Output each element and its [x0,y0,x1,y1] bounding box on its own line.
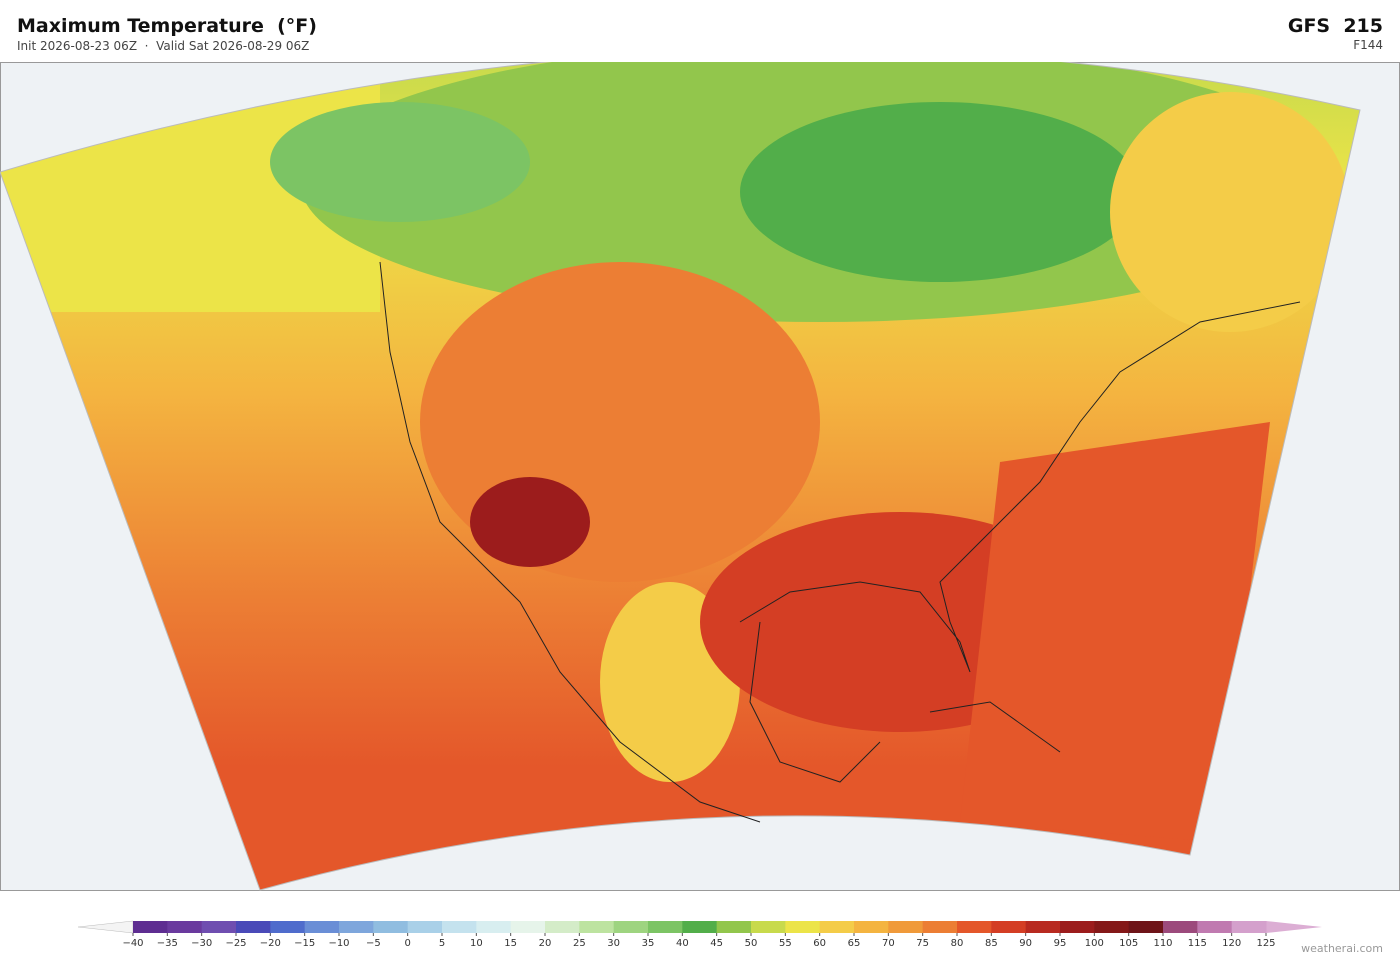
colorbar-segment [991,921,1027,933]
colorbar-label: 125 [1256,938,1275,949]
colorbar-segment [201,921,237,933]
colorbar-segment [785,921,821,933]
source: weatherai.com [1301,942,1383,955]
colorbar-label: 30 [607,938,620,949]
colorbar-under [77,920,134,934]
colorbar-segment [682,921,718,933]
colorbar-segment [339,921,374,933]
colorbar-label: 65 [848,938,861,949]
colorbar-label: −5 [366,938,381,949]
colorbar-label: −25 [225,938,246,949]
forecast-hour: F144 [1353,38,1383,52]
colorbar-segment [1094,921,1130,933]
colorbar-segment [888,921,924,933]
colorbar-segment [133,921,168,933]
colorbar-segment [304,921,340,933]
colorbar-label: 20 [539,938,552,949]
subtitle: Init 2026-08-23 06Z · Valid Sat 2026-08-… [17,39,310,53]
colorbar-segment [1060,921,1095,933]
colorbar-segment [407,921,443,933]
colorbar-label: 120 [1222,938,1241,949]
colorbar-label: 60 [813,938,826,949]
temperature-field [0,62,1360,891]
colorbar-segment [1231,921,1267,933]
colorbar-label: 35 [642,938,655,949]
colorbar-label: −35 [157,938,178,949]
colorbar-label: 85 [985,938,998,949]
colorbar: −40 −35 −30 −25 −20 −15 −10 −5 0 5 10 15 20 25 30 35 40 4… [77,920,1322,949]
colorbar-segment [510,921,546,933]
colorbar-segment [1163,921,1198,933]
colorbar-label: 15 [504,938,517,949]
colorbar-label: −40 [122,938,143,949]
colorbar-segment [854,921,889,933]
colorbar-over [1266,921,1322,933]
colorbar-segment [373,921,409,933]
title: Maximum Temperature (°F) [17,15,317,37]
colorbar-label: 0 [404,938,410,949]
colorbar-segment [613,921,649,933]
map [0,62,1400,891]
colorbar-label: 110 [1153,938,1172,949]
colorbar-segment [922,921,958,933]
colorbar-segment [648,921,683,933]
colorbar-segment [751,921,786,933]
colorbar-segment [442,921,477,933]
colorbar-label: 45 [710,938,723,949]
colorbar-label: 25 [573,938,586,949]
colorbar-segment [270,921,306,933]
colorbar-segment [579,921,615,933]
colorbar-segment [167,921,203,933]
colorbar-segment [716,921,752,933]
colorbar-label: 105 [1119,938,1138,949]
colorbar-label: 5 [439,938,445,949]
colorbar-segment [236,921,271,933]
colorbar-segment [957,921,992,933]
colorbar-label: 95 [1054,938,1067,949]
colorbar-label: 90 [1019,938,1032,949]
colorbar-segment [545,921,580,933]
colorbar-label: 80 [951,938,964,949]
colorbar-label: −10 [328,938,349,949]
colorbar-label: 40 [676,938,689,949]
colorbar-label: 50 [745,938,758,949]
coastlines [379,261,1301,823]
colorbar-label: 115 [1188,938,1207,949]
colorbar-segment [476,921,512,933]
colorbar-label: −15 [294,938,315,949]
colorbar-label: 70 [882,938,895,949]
colorbar-label: −30 [191,938,212,949]
colorbar-label: 10 [470,938,483,949]
domain-outline [0,62,1361,891]
colorbar-label: 100 [1085,938,1104,949]
model: GFS 215 [1287,15,1383,37]
colorbar-label: −20 [260,938,281,949]
colorbar-segment [1197,921,1233,933]
colorbar-segment [1128,921,1164,933]
colorbar-label: 75 [916,938,929,949]
colorbar-segment [819,921,855,933]
colorbar-segment [1025,921,1061,933]
colorbar-label: 55 [779,938,792,949]
